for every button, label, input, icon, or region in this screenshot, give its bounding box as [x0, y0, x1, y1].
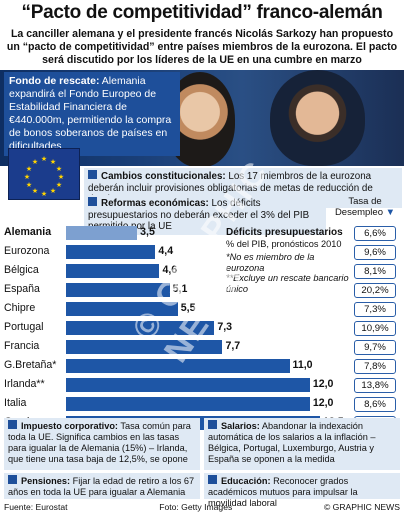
deficit-value: 4,4	[158, 245, 174, 257]
pensiones-text: Fijar la edad de retiro a los 67 años en…	[8, 476, 195, 497]
unemployment-rate: 9,6%	[354, 245, 396, 260]
unemployment-rate: 6,6%	[354, 226, 396, 241]
svg-text:★: ★	[26, 165, 32, 173]
reformas-label: Reformas económicas:	[101, 198, 209, 209]
arrow-down-icon: ▼	[385, 207, 396, 218]
impuesto-box: Impuesto corporativo: Tasa común para to…	[4, 418, 200, 470]
svg-text:★: ★	[50, 158, 56, 166]
bullet-square-icon	[8, 475, 17, 484]
deficit-bar	[66, 397, 310, 411]
salarios-box: Salarios: Abandonar la indexación automá…	[204, 418, 400, 470]
svg-text:★: ★	[32, 187, 38, 195]
unemployment-rate: 8,6%	[354, 397, 396, 412]
rescate-box: Fondo de rescate: Alemania expandirá el …	[4, 72, 180, 156]
deficit-value: 7,7	[225, 340, 241, 352]
deficit-value: 12,0	[312, 378, 334, 390]
bullet-square-icon	[208, 420, 217, 429]
sarkozy-photo	[270, 70, 365, 166]
deficit-note: Déficits presupuestarios % del PIB, pron…	[226, 227, 354, 294]
unemployment-rate: 9,7%	[354, 340, 396, 355]
rescate-text: Alemania expandirá el Fondo Europeo de E…	[9, 75, 172, 152]
svg-text:★: ★	[32, 158, 38, 166]
svg-text:★: ★	[41, 190, 47, 198]
tasa-header: Tasa de Desempleo ▼	[328, 196, 402, 218]
source-text: Fuente: Eurostat	[4, 502, 68, 512]
pensiones-label: Pensiones:	[21, 476, 71, 486]
country-label: Alemania	[4, 226, 52, 238]
svg-text:★: ★	[56, 181, 62, 189]
country-label: Portugal	[4, 321, 44, 333]
country-label: Eurozona	[4, 245, 50, 257]
deficit-bar	[66, 264, 160, 278]
salarios-label: Salarios:	[221, 421, 260, 431]
note-bailout: **Excluye un rescate bancario único	[226, 273, 349, 294]
cambios-label: Cambios constitucionales:	[101, 171, 226, 182]
intro-text: La canciller alemana y el presidente fra…	[6, 28, 398, 66]
bullet-square-icon	[208, 475, 217, 484]
educacion-text: Reconocer grados académicos mutuos para …	[208, 476, 358, 508]
svg-text:★: ★	[41, 155, 47, 163]
tasa-header-text: Tasa de Desempleo	[334, 196, 383, 218]
unemployment-rate: 13,8%	[354, 378, 396, 393]
country-label: Chipre	[4, 302, 36, 314]
country-label: Irlanda**	[4, 378, 45, 390]
bullet-square-icon	[88, 197, 97, 206]
note-nonmember: *No es miembro de la eurozona	[226, 252, 315, 273]
page-title: “Pacto de competitividad” franco-alemán	[21, 2, 383, 23]
reformas-box: Reformas económicas: Los déficits presup…	[84, 195, 326, 235]
deficit-bar	[66, 378, 310, 392]
unemployment-rate: 7,8%	[354, 359, 396, 374]
bullet-square-icon	[8, 420, 17, 429]
impuesto-text: Tasa común para toda la UE. Significa ca…	[8, 421, 191, 464]
eu-flag-icon: ★ ★★ ★★★ ★★★ ★★★	[8, 148, 80, 200]
country-label: G.Bretaña*	[4, 359, 57, 371]
deficit-bar	[66, 245, 156, 259]
svg-text:★: ★	[58, 173, 64, 181]
unemployment-rate: 10,9%	[354, 321, 396, 336]
photo-credit: Foto: Getty Images	[159, 502, 233, 512]
deficit-value: 11,0	[292, 359, 313, 371]
copyright-text: © GRAPHIC NEWS	[323, 502, 400, 512]
svg-text:★: ★	[56, 165, 62, 173]
footer: Fuente: Eurostat Foto: Getty Images © GR…	[4, 502, 400, 512]
impuesto-label: Impuesto corporativo:	[21, 421, 118, 431]
svg-text:★: ★	[50, 187, 56, 195]
chart-subtitle: % del PIB, pronósticos 2010	[226, 238, 342, 249]
unemployment-rate: 8,1%	[354, 264, 396, 279]
country-label: Francia	[4, 340, 40, 352]
chart-title: Déficits presupuestarios	[226, 227, 343, 238]
salarios-text: Abandonar la indexación automática de lo…	[208, 421, 376, 464]
unemployment-rate: 20,2%	[354, 283, 396, 298]
country-label: España	[4, 283, 40, 295]
svg-text:★: ★	[26, 181, 32, 189]
country-label: Bélgica	[4, 264, 39, 276]
pensiones-box: Pensiones: Fijar la edad de retiro a los…	[4, 473, 200, 499]
educacion-label: Educación:	[221, 476, 271, 486]
rescate-label: Fondo de rescate:	[9, 75, 100, 87]
country-label: Italia	[4, 397, 27, 409]
unemployment-rate: 7,3%	[354, 302, 396, 317]
deficit-value: 12,0	[312, 397, 334, 409]
educacion-box: Educación: Reconocer grados académicos m…	[204, 473, 400, 508]
svg-text:★: ★	[24, 173, 30, 181]
bullet-square-icon	[88, 170, 97, 179]
